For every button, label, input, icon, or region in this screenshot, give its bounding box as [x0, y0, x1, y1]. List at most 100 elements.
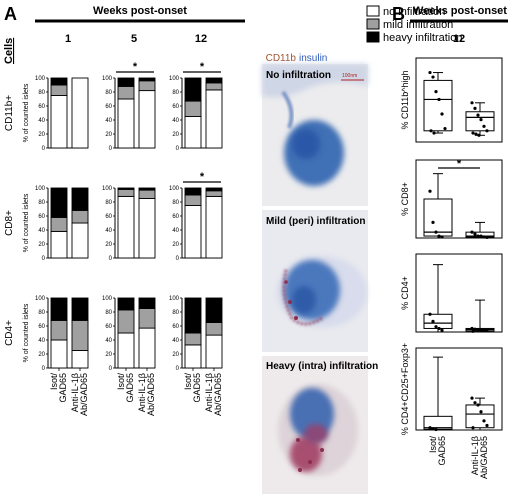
bar-chart-1-2: 0 20 40 60 80 100 * [102, 61, 156, 152]
y-tick-label: 80 [105, 90, 112, 96]
box-plot-x-label: Anti-IL-1βAb/GAD65 [470, 436, 489, 479]
data-point [473, 106, 477, 110]
y-tick-label: 40 [172, 118, 179, 124]
y-tick-label: 20 [105, 352, 112, 358]
bar-segment-mild-infiltration [71, 209, 89, 224]
panel-a-bar-charts: 0 20 40 60 80 100 0 20 40 60 80 100 * 0 20 40 60 80 100 * 0 2… [4, 61, 223, 416]
data-point [479, 118, 483, 122]
x-tick-label: Anti-IL-1βAb/GAD65 [70, 373, 89, 416]
box-plot-ylabel: % CD4+ [400, 276, 410, 310]
micrograph-none-caption: No infiltration [266, 70, 331, 81]
x-tick-label: Isot/GAD65 [116, 373, 135, 403]
box [465, 111, 495, 132]
data-point [473, 327, 477, 331]
bar-segment-heavy-infiltration [117, 297, 135, 311]
y-tick-label: 100 [169, 76, 180, 82]
y-tick-label: 100 [169, 186, 180, 192]
data-point [485, 329, 489, 333]
data-point [477, 133, 481, 137]
bar-segment-heavy-infiltration [184, 77, 202, 102]
x-tick-label: Anti-IL-1βAb/GAD65 [204, 373, 223, 416]
y-tick-label: 80 [172, 90, 179, 96]
y-tick-label: 0 [42, 256, 46, 262]
bar-segment-heavy-infiltration [50, 187, 68, 218]
bar-segment-no-infiltration [205, 89, 223, 149]
data-point [470, 230, 474, 234]
box [423, 79, 453, 132]
row-label: CD4+ [4, 320, 15, 346]
bar-segment-no-infiltration [138, 327, 156, 369]
data-point [470, 396, 474, 400]
bar-chart-1-1: 0 20 40 60 80 100 [35, 76, 89, 152]
bar-segment-mild-infiltration [71, 319, 89, 351]
data-point [476, 403, 480, 407]
y-tick-label: 0 [176, 146, 180, 152]
data-point [431, 220, 435, 224]
data-point [429, 129, 433, 133]
data-point [485, 129, 489, 133]
y-tick-label: 60 [105, 214, 112, 220]
bar-segment-mild-infiltration [50, 216, 68, 232]
bar-segment-heavy-infiltration [205, 77, 223, 84]
bar-segment-no-infiltration [50, 230, 68, 259]
y-tick-label: 0 [109, 366, 113, 372]
data-point [482, 124, 486, 128]
bar-segment-mild-infiltration [184, 100, 202, 117]
bar-segment-mild-infiltration [205, 190, 223, 197]
data-point [476, 234, 480, 238]
y-tick-label: 80 [172, 310, 179, 316]
data-point [473, 401, 477, 405]
bar-segment-heavy-infiltration [205, 297, 223, 323]
y-tick-label: 20 [38, 242, 45, 248]
data-point [476, 113, 480, 117]
row-label: CD11b+ [4, 95, 15, 131]
y-tick-label: 100 [35, 76, 46, 82]
bar-segment-heavy-infiltration [138, 297, 156, 309]
data-point [428, 426, 432, 430]
bar-segment-no-infiltration [50, 339, 68, 369]
y-tick-label: 80 [172, 200, 179, 206]
panel-b-week-label: 12 [453, 33, 465, 45]
bar-chart-2-2: 0 20 40 60 80 100 [102, 186, 156, 262]
y-tick-label: 40 [105, 118, 112, 124]
bar-segment-mild-infiltration [50, 319, 68, 341]
significance-star: * [133, 61, 138, 73]
panel-a-header: Weeks post-onset [93, 5, 187, 17]
significance-star: * [200, 61, 205, 73]
legend-swatch-heavy [366, 31, 380, 43]
bar-segment-heavy-infiltration [184, 187, 202, 196]
y-tick-label: 100 [102, 186, 113, 192]
plot-frame [415, 159, 503, 239]
bar-segment-heavy-infiltration [138, 77, 156, 82]
y-tick-label: 80 [38, 200, 45, 206]
data-point [437, 234, 441, 238]
legend-swatch-mild [366, 18, 380, 30]
box-plot-3: % CD4+ [400, 253, 503, 333]
y-tick-label: 40 [105, 228, 112, 234]
y-tick-label: 80 [105, 310, 112, 316]
data-point [432, 131, 436, 135]
y-tick-label: 60 [38, 324, 45, 330]
data-point [473, 232, 477, 236]
week-label-1: 1 [65, 33, 71, 45]
y-tick-label: 60 [105, 324, 112, 330]
data-point [474, 132, 478, 136]
y-tick-label: 60 [38, 104, 45, 110]
legend: no infiltration mild infiltration heavy … [366, 5, 463, 44]
bar-segment-no-infiltration [50, 95, 68, 149]
y-tick-label: 20 [38, 352, 45, 358]
bar-segment-mild-infiltration [117, 309, 135, 334]
bar-segment-no-infiltration [184, 344, 202, 369]
scale-bar-label: 100nm [342, 73, 357, 79]
data-point [437, 326, 441, 331]
y-tick-label: 0 [176, 256, 180, 262]
bar-segment-heavy-infiltration [50, 297, 68, 321]
y-tick-label: 100 [35, 296, 46, 302]
micrograph-heavy-caption: Heavy (intra) infiltration [266, 361, 378, 372]
data-point [431, 319, 435, 323]
box-plot-x-label: Isot/GAD65 [428, 436, 447, 466]
bar-chart-3-1: 0 20 40 60 80 100 Isot/GAD65 Anti-IL-1βAb/GAD65 [35, 296, 89, 416]
y-tick-label: 60 [172, 104, 179, 110]
bar-segment-no-infiltration [184, 116, 202, 149]
